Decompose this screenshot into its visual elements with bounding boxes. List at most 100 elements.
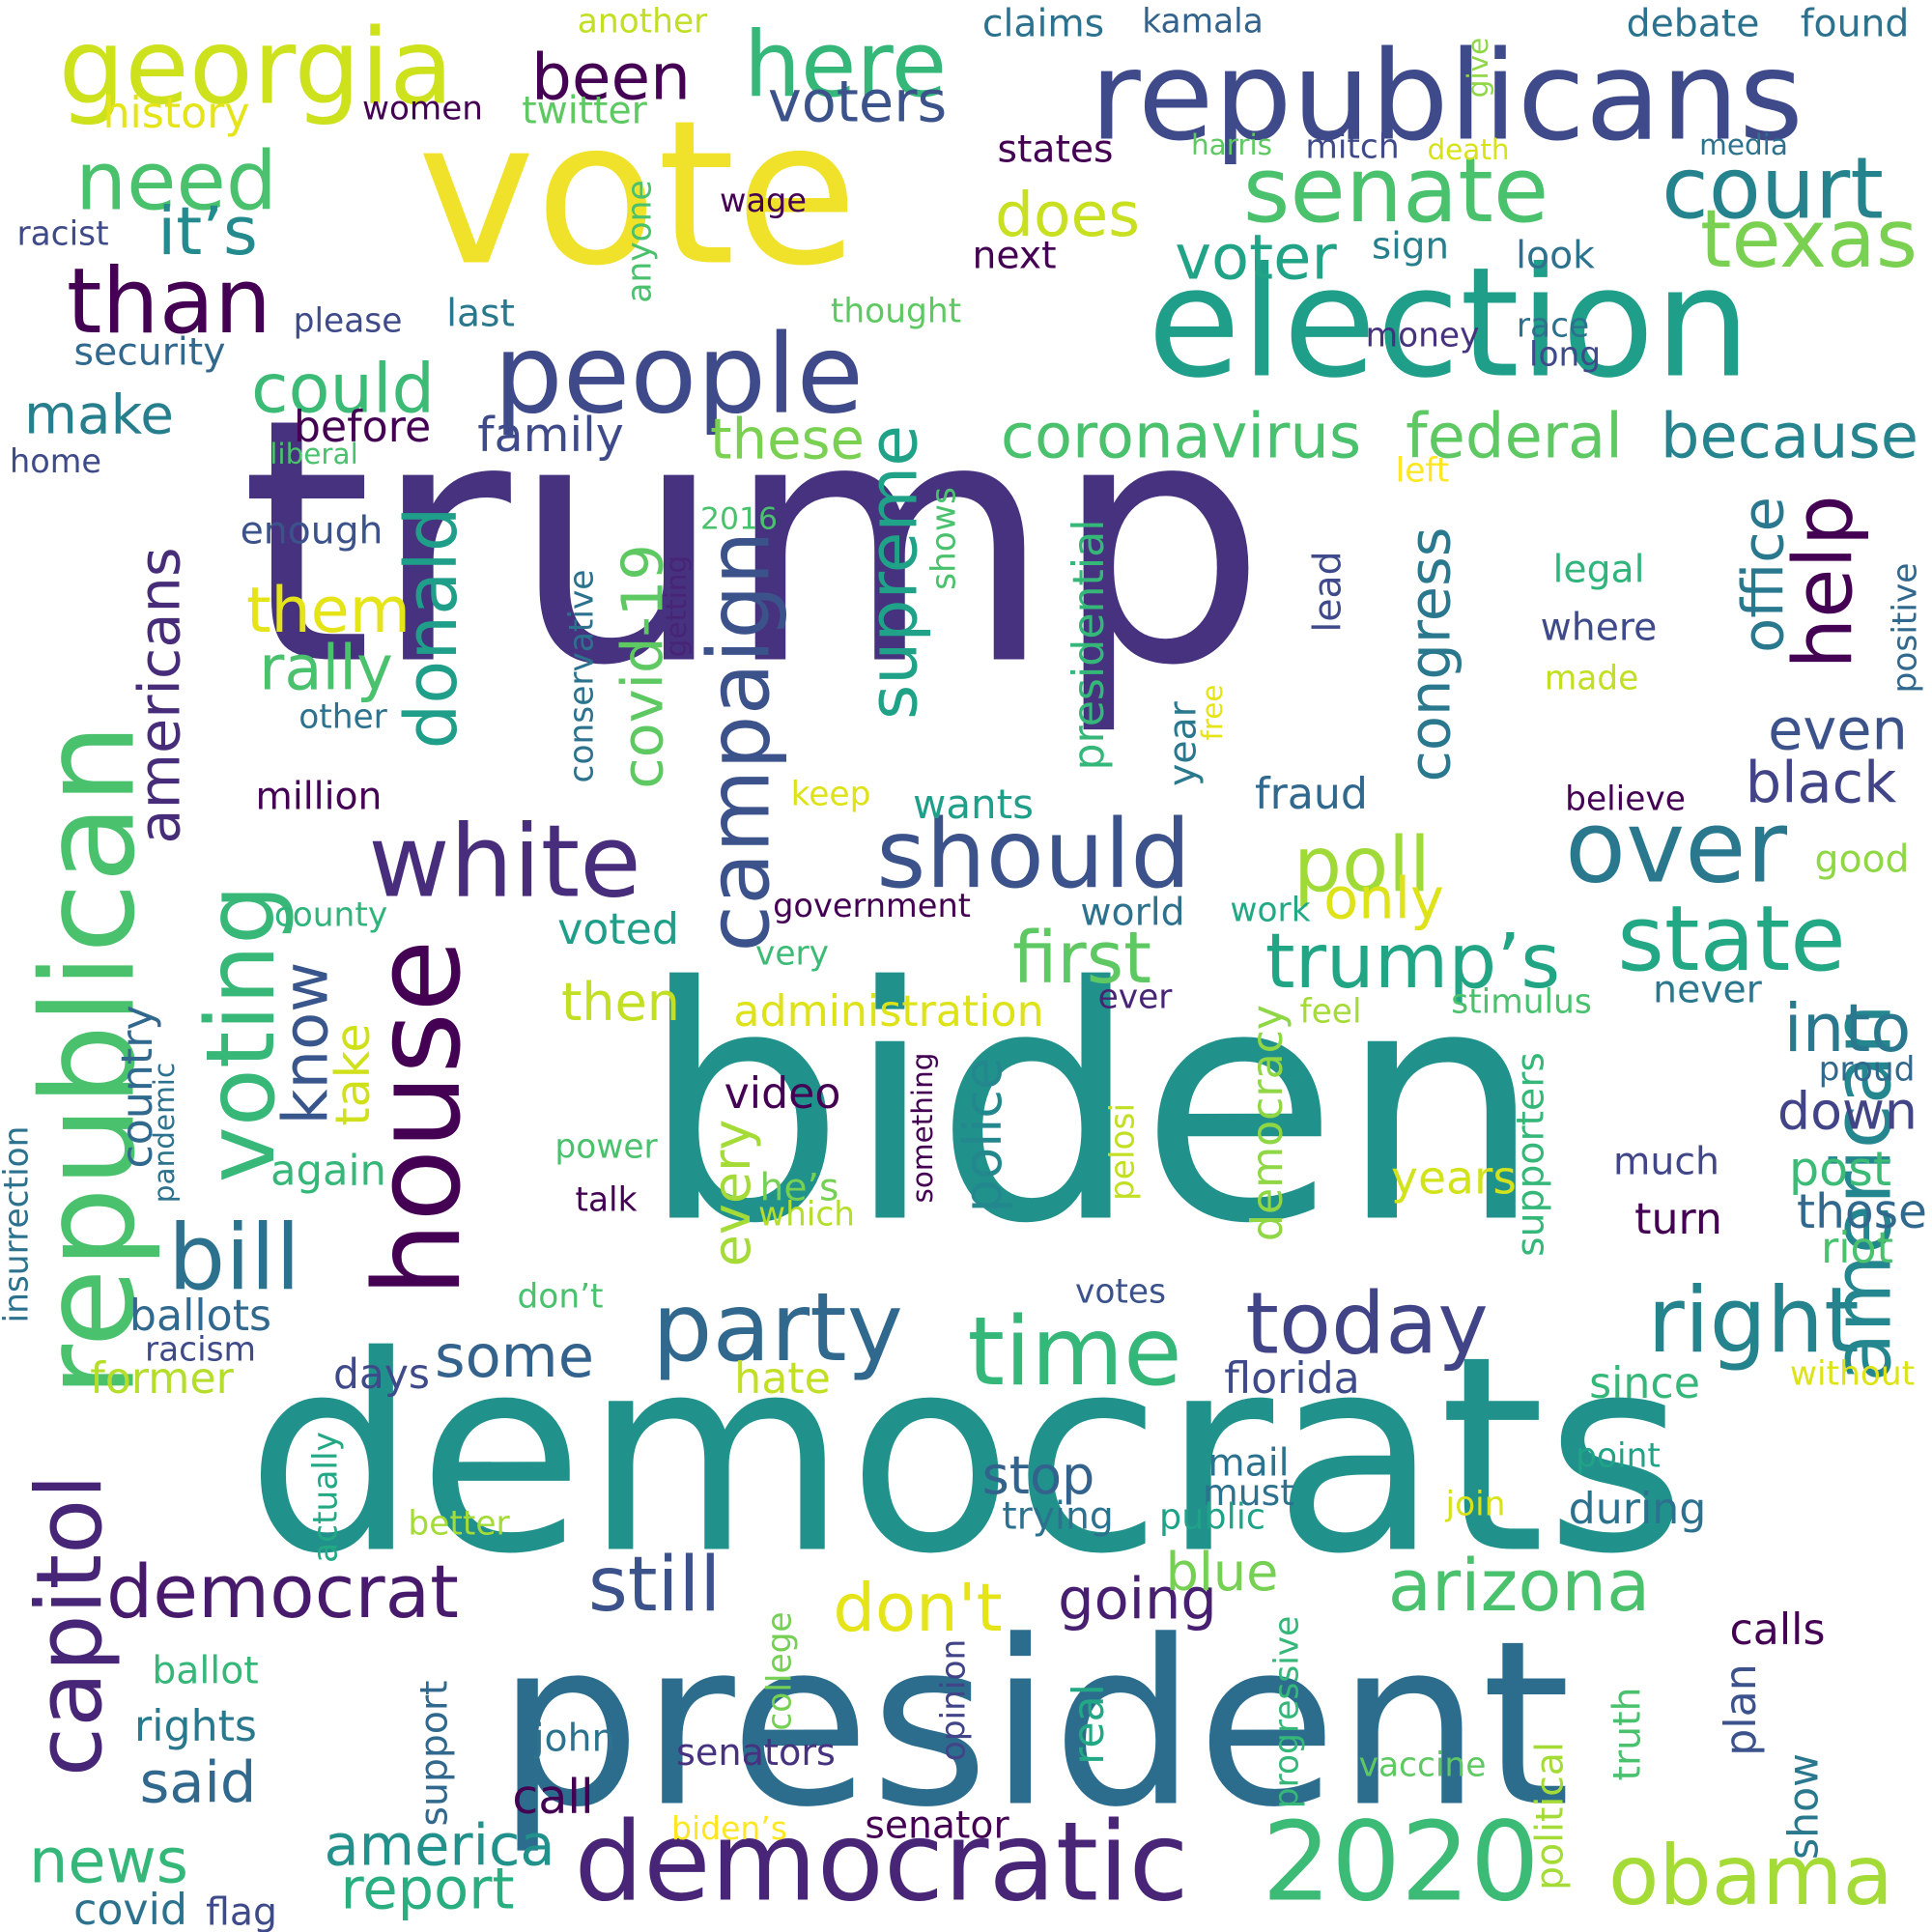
word-stop: stop xyxy=(982,1445,1095,1506)
word-security: security xyxy=(74,331,226,375)
word-death: death xyxy=(1427,133,1509,166)
word-mitch: mitch xyxy=(1305,128,1399,167)
word-anyone: anyone xyxy=(621,180,660,302)
word-then: then xyxy=(561,972,680,1033)
word-call: call xyxy=(512,1769,593,1825)
word-biden-s: biden’s xyxy=(671,1809,787,1847)
word-join: join xyxy=(1445,1486,1506,1524)
word-ballots: ballots xyxy=(129,1292,271,1341)
word-into: into xyxy=(1784,990,1912,1067)
word-hate: hate xyxy=(734,1354,831,1404)
word-point: point xyxy=(1576,1437,1661,1476)
word-vote: vote xyxy=(417,77,858,310)
word-every: every xyxy=(701,1120,762,1267)
word-states: states xyxy=(997,128,1113,172)
word-president: president xyxy=(497,1592,1571,1858)
word-made: made xyxy=(1545,660,1639,698)
word-2020: 2020 xyxy=(1262,1799,1540,1926)
word-john: john xyxy=(533,1718,616,1761)
word-media: media xyxy=(1699,128,1788,161)
word-mail: mail xyxy=(1208,1442,1289,1486)
word-don-t: don’t xyxy=(517,1278,603,1317)
word-first: first xyxy=(1012,918,1151,1000)
word-keep: keep xyxy=(791,776,871,814)
word-actually: actually xyxy=(307,1432,346,1563)
word-senators: senators xyxy=(676,1732,836,1775)
word-truth: truth xyxy=(1606,1688,1650,1781)
word-found: found xyxy=(1801,2,1910,45)
word-calls: calls xyxy=(1729,1605,1825,1655)
word-take: take xyxy=(325,1023,381,1125)
word-world: world xyxy=(1080,892,1184,935)
word-donald: donald xyxy=(391,506,473,749)
word-post: post xyxy=(1789,1141,1891,1197)
word-government: government xyxy=(773,887,971,924)
word-office: office xyxy=(1730,497,1797,653)
word-power: power xyxy=(554,1128,658,1167)
word-some: some xyxy=(435,1323,594,1391)
word-pelosi: pelosi xyxy=(1104,1103,1143,1201)
word-over: over xyxy=(1565,790,1788,906)
word-feel: feel xyxy=(1300,993,1362,1032)
word-should: should xyxy=(876,800,1191,910)
word-because: because xyxy=(1661,402,1918,473)
word-voting: voting xyxy=(186,885,297,1183)
word-rights: rights xyxy=(134,1702,257,1751)
word-next: next xyxy=(972,235,1056,278)
word-million: million xyxy=(256,776,383,819)
word-liberal: liberal xyxy=(270,438,358,470)
word-them: them xyxy=(246,575,411,647)
word-obama: obama xyxy=(1608,1829,1893,1924)
word-college: college xyxy=(761,1611,800,1730)
word-going: going xyxy=(1058,1566,1217,1633)
word-public: public xyxy=(1159,1496,1265,1538)
word-plan: plan xyxy=(1717,1663,1766,1755)
word-opinion: opinion xyxy=(935,1639,974,1762)
word-flag: flag xyxy=(206,1891,277,1932)
word-without: without xyxy=(1790,1355,1915,1394)
word-rally: rally xyxy=(259,634,393,705)
word-wants: wants xyxy=(913,781,1034,828)
word-campaign: campaign xyxy=(690,530,789,952)
word-days: days xyxy=(333,1350,430,1398)
word-capitol: capitol xyxy=(17,1474,123,1776)
word-make: make xyxy=(24,384,174,447)
word-real: real xyxy=(1065,1684,1114,1765)
word-enough: enough xyxy=(241,510,384,554)
word-those: those xyxy=(1797,1185,1927,1239)
word-democracy: democracy xyxy=(1243,1005,1293,1241)
word-never: never xyxy=(1653,969,1763,1012)
word-during: during xyxy=(1569,1485,1707,1534)
word-texas: texas xyxy=(1700,192,1918,286)
word-voter: voter xyxy=(1175,223,1337,295)
word-conservative: conservative xyxy=(563,570,602,783)
word-proud: proud xyxy=(1819,1051,1916,1090)
word-good: good xyxy=(1815,838,1910,882)
word-could: could xyxy=(251,350,435,429)
word-give: give xyxy=(1462,38,1494,98)
word-court: court xyxy=(1662,139,1884,239)
word-coronavirus: coronavirus xyxy=(1001,402,1361,473)
word-sign: sign xyxy=(1372,225,1449,269)
word-florida: florida xyxy=(1224,1354,1360,1404)
word-women: women xyxy=(362,90,483,128)
word-democratic: democratic xyxy=(574,1799,1188,1926)
word-republican: republican xyxy=(15,724,164,1398)
word-american: american xyxy=(1815,1004,1910,1382)
word-lead: lead xyxy=(1307,551,1350,632)
word-georgia: georgia xyxy=(59,8,454,128)
word-americans: americans xyxy=(127,547,193,843)
word-home: home xyxy=(10,442,101,480)
word-positive: positive xyxy=(1887,563,1925,694)
word-down: down xyxy=(1777,1081,1918,1142)
word-work: work xyxy=(1230,892,1310,930)
word-race: race xyxy=(1517,307,1589,346)
word-he-s: he’s xyxy=(759,1167,838,1210)
word-blue: blue xyxy=(1166,1542,1279,1603)
word-state: state xyxy=(1617,887,1846,992)
word-need: need xyxy=(75,134,277,229)
word-ever: ever xyxy=(1098,979,1174,1017)
word-democrats: democrats xyxy=(245,1299,1686,1614)
word-party: party xyxy=(652,1273,903,1383)
word-twitter: twitter xyxy=(522,90,647,133)
